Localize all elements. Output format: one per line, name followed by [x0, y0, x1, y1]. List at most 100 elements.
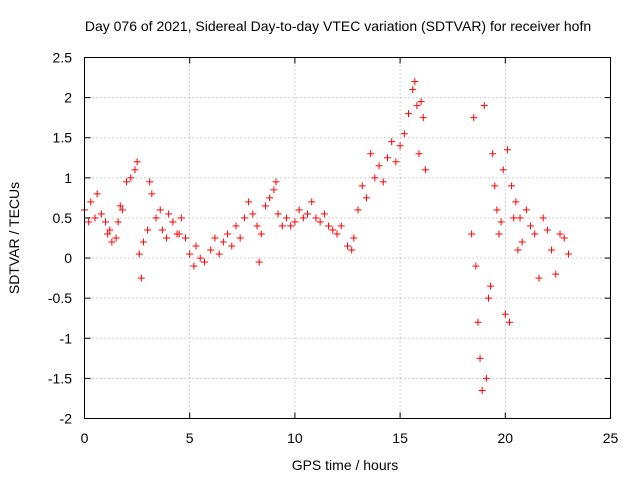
data-point: [510, 214, 518, 222]
data-point: [383, 154, 391, 162]
data-point: [272, 178, 280, 186]
data-point: [491, 182, 499, 190]
data-point: [232, 222, 240, 230]
data-point: [186, 250, 194, 258]
data-point: [495, 230, 503, 238]
y-tick-label: 0.5: [53, 210, 73, 226]
data-point: [304, 210, 312, 218]
data-point: [215, 250, 223, 258]
data-point: [470, 114, 478, 122]
data-point: [409, 86, 417, 94]
chart-title: Day 076 of 2021, Sidereal Day-to-day VTE…: [85, 18, 591, 34]
data-point: [139, 238, 147, 246]
data-point: [501, 310, 509, 318]
x-tick-label: 10: [287, 430, 303, 446]
data-point: [354, 206, 362, 214]
x-tick-label: 25: [603, 430, 619, 446]
data-point: [152, 214, 160, 222]
data-point: [367, 150, 375, 158]
data-point: [503, 146, 511, 154]
data-point: [552, 270, 560, 278]
data-point: [146, 178, 154, 186]
data-point: [118, 206, 126, 214]
data-point: [548, 246, 556, 254]
data-point: [508, 182, 516, 190]
data-point: [371, 174, 379, 182]
axis-ticks: 0 5 10 15 20 25 -2 -1.5 -1 -0.5 0 0.5 1 1.5 2 2.5: [48, 50, 619, 447]
data-point: [266, 194, 274, 202]
data-point: [137, 274, 145, 282]
data-point: [270, 186, 278, 194]
data-point: [163, 234, 171, 242]
data-point: [261, 202, 269, 210]
data-point: [211, 234, 219, 242]
x-tick-label: 20: [498, 430, 514, 446]
data-point: [175, 230, 183, 238]
x-tick-label: 0: [81, 430, 89, 446]
data-point: [240, 214, 248, 222]
data-point: [400, 130, 408, 138]
grid: [84, 57, 611, 419]
data-point: [539, 214, 547, 222]
data-point: [337, 222, 345, 230]
data-point: [257, 230, 265, 238]
data-point: [405, 110, 413, 118]
data-point: [497, 218, 505, 226]
data-point: [320, 210, 328, 218]
data-point: [308, 198, 316, 206]
data-point: [348, 246, 356, 254]
data-point: [325, 222, 333, 230]
data-point: [413, 102, 421, 110]
data-point: [282, 214, 290, 222]
data-point: [131, 166, 139, 174]
data-point: [224, 230, 232, 238]
data-point: [417, 98, 425, 106]
data-point: [291, 218, 299, 226]
data-point: [512, 198, 520, 206]
y-tick-label: -2: [60, 411, 73, 427]
data-point: [196, 254, 204, 262]
data-point: [106, 226, 114, 234]
data-series: [81, 78, 572, 394]
data-point: [527, 222, 535, 230]
data-point: [133, 158, 141, 166]
data-point: [556, 230, 564, 238]
x-axis-label: GPS time / hours: [292, 457, 399, 473]
data-point: [506, 318, 514, 326]
data-point: [518, 238, 526, 246]
data-point: [484, 294, 492, 302]
data-point: [531, 230, 539, 238]
data-point: [253, 222, 261, 230]
data-point: [228, 242, 236, 250]
data-point: [278, 222, 286, 230]
y-tick-label: 2.5: [53, 50, 73, 66]
data-point: [499, 166, 507, 174]
data-point: [344, 242, 351, 250]
data-point: [236, 234, 244, 242]
data-point: [411, 78, 419, 86]
data-point: [350, 234, 358, 242]
data-point: [468, 230, 476, 238]
data-point: [316, 218, 324, 226]
data-point: [287, 222, 295, 230]
data-point: [535, 274, 543, 282]
data-point: [148, 190, 156, 198]
x-tick-label: 5: [186, 430, 194, 446]
data-point: [516, 214, 524, 222]
data-point: [114, 218, 122, 226]
data-point: [127, 174, 135, 182]
data-point: [478, 386, 486, 394]
data-point: [564, 250, 572, 258]
data-point: [379, 178, 387, 186]
data-point: [493, 206, 501, 214]
data-point: [543, 226, 551, 234]
data-point: [190, 262, 198, 270]
data-point: [158, 226, 166, 234]
data-point: [112, 234, 120, 242]
data-point: [392, 158, 400, 166]
data-point: [333, 230, 341, 238]
data-point: [299, 214, 307, 222]
y-tick-label: -1.5: [48, 370, 72, 386]
data-point: [177, 214, 185, 222]
